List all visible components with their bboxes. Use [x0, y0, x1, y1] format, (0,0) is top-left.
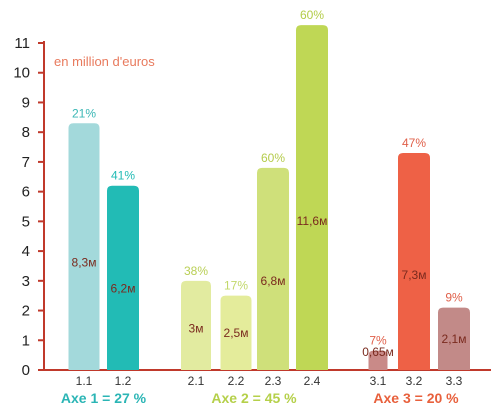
x-tick-label: 3.1: [370, 374, 387, 388]
data-labels: 21% 8,3м 1.1 41% 6,2м 1.2 38% 3м 2.1 17% 2,5м 2.2 60…: [72, 8, 467, 388]
y-tick-label: 1: [22, 332, 30, 349]
group-label: Axe 1 = 27 %: [61, 390, 147, 405]
x-tick-label: 2.1: [188, 374, 205, 388]
value-label: 2,5м: [224, 326, 249, 340]
bar-2.3: [257, 167, 289, 370]
percent-label: 9%: [445, 291, 463, 305]
y-tick-label: 8: [22, 124, 30, 141]
y-tick-label: 7: [22, 154, 30, 171]
percent-label: 60%: [261, 151, 285, 165]
x-tick-label: 2.2: [228, 374, 245, 388]
bar-1.1: [68, 123, 100, 370]
value-label: 6,8м: [261, 274, 286, 288]
y-tick-label: 0: [22, 362, 30, 379]
y-tick-label: 6: [22, 184, 30, 201]
bar-1.2: [107, 185, 139, 370]
value-label: 8,3м: [72, 255, 97, 269]
group-labels: Axe 1 = 27 % Axe 2 = 45 % Axe 3 = 20 %: [61, 390, 459, 405]
bar-2.2: [220, 295, 252, 370]
percent-label: 7%: [369, 334, 387, 348]
y-tick-label: 5: [22, 213, 30, 230]
value-label: 2,1м: [442, 332, 467, 346]
bar-3.2: [398, 152, 430, 370]
bar-2.1: [181, 280, 211, 370]
y-tick-label: 10: [13, 65, 30, 82]
y-tick-label: 9: [22, 94, 30, 111]
percent-label: 17%: [224, 279, 248, 293]
x-tick-label: 2.4: [304, 374, 321, 388]
y-tick-label: 3: [22, 273, 30, 290]
y-tick-label: 2: [22, 303, 30, 320]
bar-2.4: [296, 25, 328, 371]
x-tick-label: 1.2: [115, 374, 132, 388]
value-label: 6,2м: [111, 282, 136, 296]
value-label: 0,65м: [362, 345, 394, 359]
group-label: Axe 2 = 45 %: [211, 390, 297, 405]
unit-note: en million d'euros: [54, 54, 155, 69]
x-tick-label: 1.1: [76, 374, 93, 388]
x-tick-label: 3.2: [406, 374, 423, 388]
bar-3.3: [438, 307, 470, 370]
value-label: 7,3м: [402, 268, 427, 282]
percent-label: 47%: [402, 136, 426, 150]
percent-label: 38%: [184, 264, 208, 278]
y-tick-label: 11: [14, 35, 30, 52]
percent-label: 60%: [300, 8, 324, 22]
x-tick-label: 2.3: [265, 374, 282, 388]
percent-label: 21%: [72, 106, 96, 120]
percent-label: 41%: [111, 169, 135, 183]
value-label: 11,6м: [297, 214, 328, 228]
y-tick-label: 4: [22, 243, 30, 260]
bar-series: [68, 25, 470, 371]
group-label: Axe 3 = 20 %: [373, 390, 459, 405]
bar-3.1: [368, 350, 388, 370]
value-label: 3м: [189, 322, 204, 336]
x-tick-label: 3.3: [446, 374, 463, 388]
